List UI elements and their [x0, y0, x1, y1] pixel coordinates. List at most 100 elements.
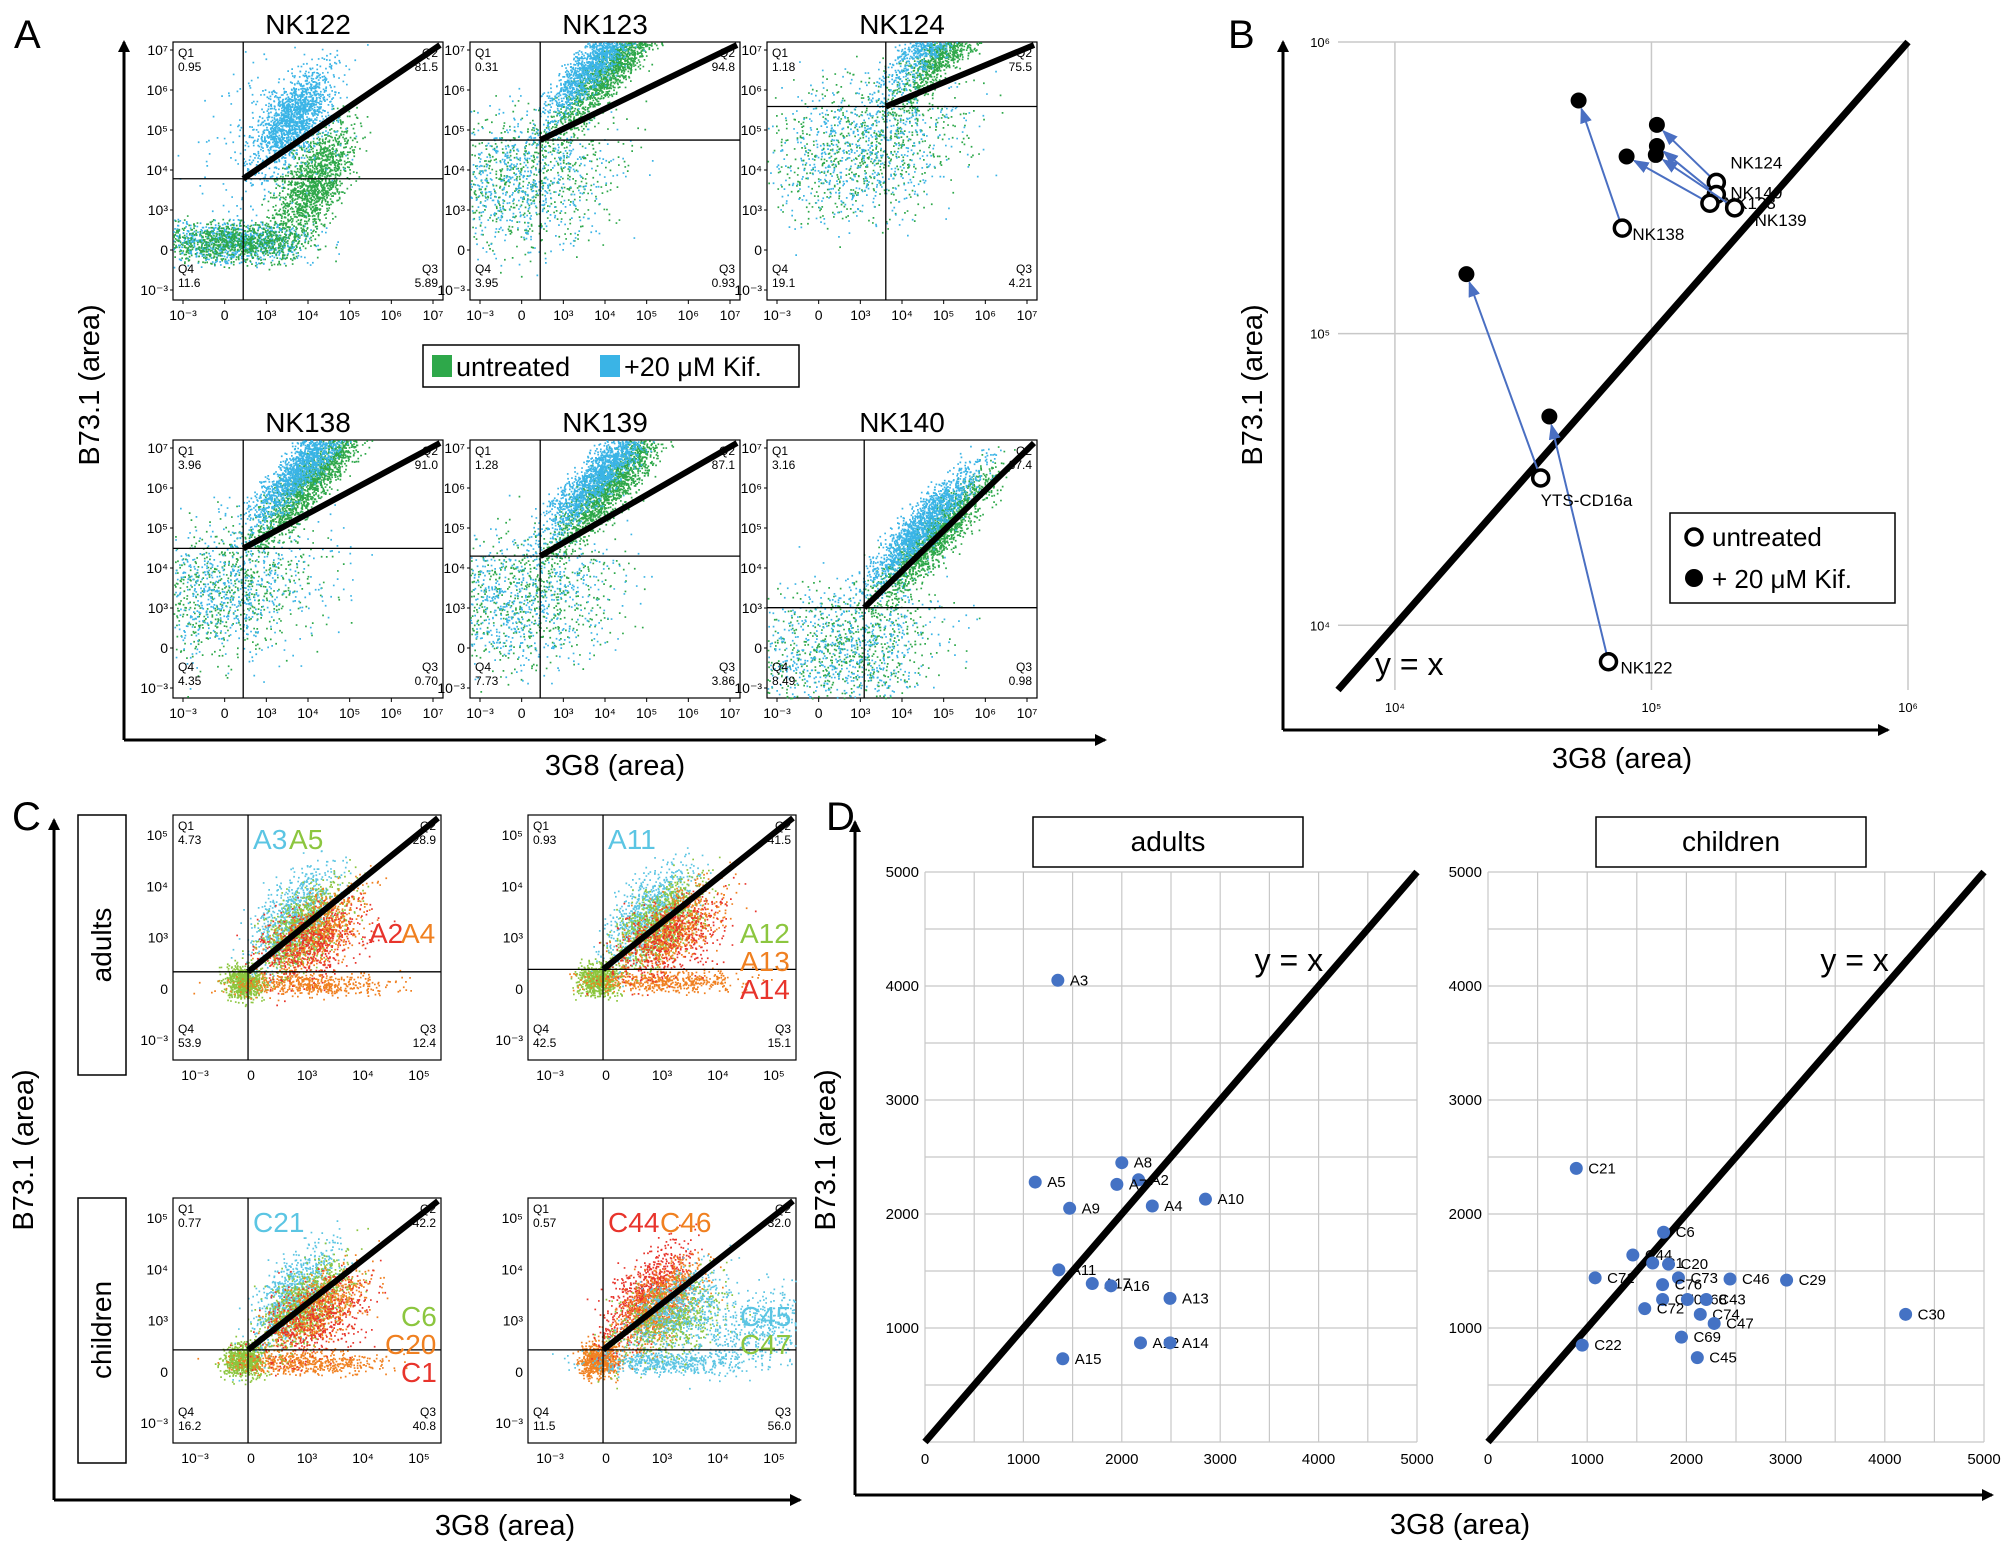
panel-label-a: A	[14, 13, 41, 57]
y-tick-label: 10⁴	[146, 1261, 168, 1277]
quadrant-name: Q3	[1016, 262, 1032, 276]
x-tick-label: 10³	[297, 1067, 318, 1083]
scatter-adults: 0 1000 2000 3000 4000 5000 5000 4000 3000 2000 100…	[886, 816, 1434, 1468]
quadrant-percent: 11.5	[533, 1419, 556, 1433]
quadrant-name: Q4	[533, 1022, 549, 1036]
y-tick-label: 0	[160, 981, 168, 997]
y-tick-label: 10⁻³	[140, 680, 168, 696]
y-tick-label: 0	[754, 640, 762, 656]
quadrant-name: Q2	[420, 1202, 436, 1216]
quadrant-percent: 0.93	[533, 833, 557, 847]
y-tick-label: 10⁻³	[495, 1032, 523, 1048]
y-tick-label: 10⁵	[502, 1210, 523, 1226]
point-label: C72	[1657, 1301, 1685, 1318]
panel-d-y-title: B73.1 (area)	[810, 1069, 842, 1230]
x-tick-label: 10⁵	[1642, 700, 1662, 715]
point-label: A16	[1123, 1278, 1150, 1295]
event-cloud	[193, 969, 412, 1001]
x-tick-label: 10⁵	[933, 307, 954, 323]
data-point	[1063, 1201, 1077, 1215]
plot-title: NK140	[859, 407, 945, 438]
event-cloud	[671, 1273, 797, 1390]
y-tick-label: 2000	[886, 1206, 919, 1223]
event-cloud	[858, 42, 958, 116]
y-tick-label: 10⁴	[443, 560, 465, 576]
x-tick-label: 10⁴	[352, 1450, 374, 1466]
quadrant-name: Q2	[420, 819, 436, 833]
quadrant-percent: 28.9	[413, 833, 437, 847]
quadrant-name: Q3	[422, 262, 438, 276]
shift-arrow	[1662, 150, 1710, 190]
y-tick-label: 10⁶	[741, 82, 762, 98]
point-label: C46	[1742, 1271, 1770, 1288]
donor-label: A14	[740, 974, 790, 1005]
identity-line	[1335, 39, 1911, 693]
identity-line	[241, 440, 442, 552]
point-label: A9	[1082, 1200, 1100, 1217]
identity-line	[538, 42, 739, 143]
y-tick-label: 10⁵	[147, 122, 168, 138]
data-point	[1104, 1279, 1118, 1293]
y-tick-label: 3000	[1449, 1092, 1482, 1109]
data-point	[1656, 1278, 1670, 1292]
x-tick-label: 0	[602, 1067, 610, 1083]
point-label: C74	[1712, 1306, 1740, 1323]
data-point	[1198, 1192, 1212, 1206]
data-point	[1674, 1330, 1688, 1344]
quadrant-percent: 0.57	[533, 1216, 557, 1230]
legend-kif-label: +20 μM Kif.	[624, 352, 762, 382]
point-label: C29	[1799, 1272, 1827, 1289]
point-label: C76	[1675, 1277, 1703, 1294]
x-tick-label: 10⁴	[891, 705, 913, 721]
untreated-point	[1598, 651, 1619, 672]
quadrant-percent: 87.1	[712, 458, 736, 472]
data-point	[1085, 1277, 1099, 1291]
event-cloud	[230, 440, 352, 558]
y-tick-label: 10³	[445, 600, 466, 616]
quadrant-name: Q3	[420, 1405, 436, 1419]
event-cloud	[251, 865, 388, 1002]
quadrant-name: Q4	[178, 1022, 194, 1036]
point-label: C45	[1709, 1350, 1737, 1367]
y-tick-label: 0	[515, 1364, 523, 1380]
row-box-children	[77, 1197, 127, 1464]
quadrant-name: Q4	[772, 660, 788, 674]
x-tick-label: 4000	[1868, 1451, 1901, 1468]
subplot-title: adults	[1131, 826, 1206, 857]
quadrant-name: Q2	[422, 46, 438, 60]
y-tick-label: 0	[515, 981, 523, 997]
point-label: NK140	[1730, 183, 1782, 202]
y-tick-label: 0	[457, 242, 465, 258]
x-tick-label: 10⁻³	[763, 705, 791, 721]
data-point	[1056, 1352, 1070, 1366]
x-tick-label: 0	[247, 1450, 255, 1466]
quadrant-percent: 3.95	[475, 276, 499, 290]
panel-c-axes: B73.1 (area) 3G8 (area) adults children	[8, 814, 802, 1542]
quadrant-percent: 1.28	[475, 458, 499, 472]
point-label: C69	[1693, 1329, 1721, 1346]
y-tick-label: 10⁴	[501, 878, 523, 894]
y-tick-label: 10⁷	[147, 440, 168, 456]
x-tick-label: 10⁴	[707, 1067, 729, 1083]
x-tick-label: 10⁻³	[466, 307, 494, 323]
point-label: C20	[1681, 1256, 1709, 1273]
data-point	[1693, 1307, 1707, 1321]
donor-label: C46	[660, 1207, 711, 1238]
point-label: C22	[1594, 1337, 1622, 1354]
y-tick-label: 10⁴	[146, 560, 168, 576]
identity-line	[246, 815, 440, 975]
legend-untreated-label: untreated	[456, 352, 570, 382]
quadrant-name: Q1	[533, 1202, 549, 1216]
y-tick-label: 10⁴	[740, 560, 762, 576]
plot-title: NK139	[562, 407, 648, 438]
x-tick-label: 10⁴	[1385, 700, 1405, 715]
event-cloud	[217, 957, 274, 1008]
data-point	[1671, 1271, 1685, 1285]
y-tick-label: 0	[754, 242, 762, 258]
subplot-title-box	[1032, 816, 1304, 868]
quadrant-name: Q4	[178, 660, 194, 674]
data-point	[1051, 973, 1065, 987]
y-tick-label: 4000	[1449, 978, 1482, 995]
